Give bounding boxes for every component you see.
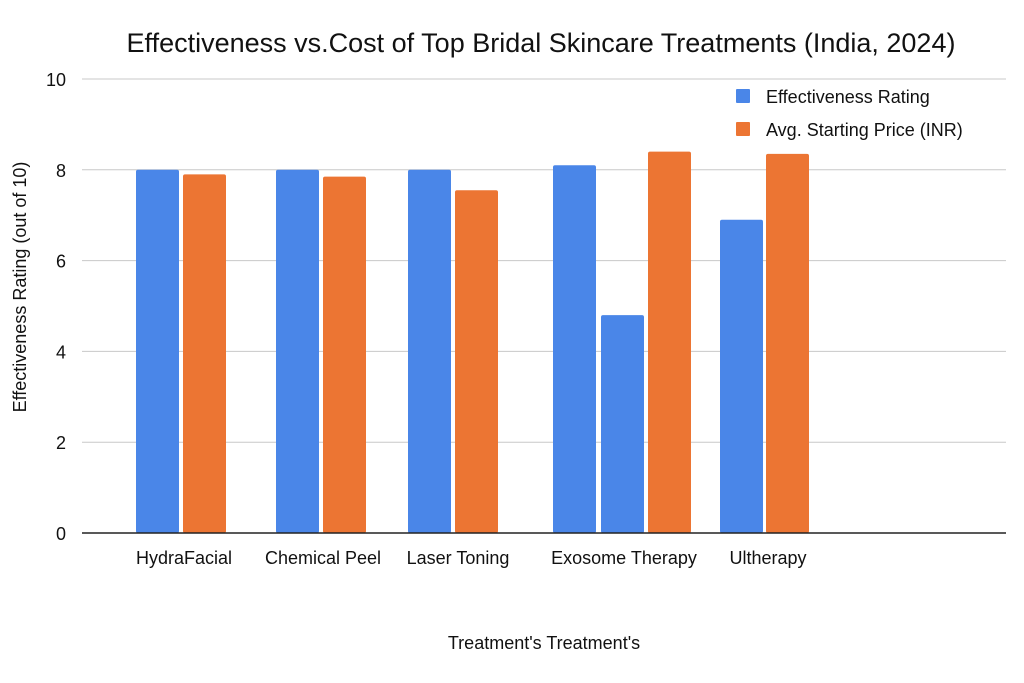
bar-price <box>455 190 498 534</box>
x-category-label: HydraFacial <box>136 548 232 568</box>
y-tick-label: 4 <box>56 342 66 362</box>
y-tick-label: 0 <box>56 524 66 544</box>
chart-title: Effectiveness vs.Cost of Top Bridal Skin… <box>127 28 956 58</box>
legend-label-price: Avg. Starting Price (INR) <box>766 120 963 140</box>
x-category-label: Chemical Peel <box>265 548 381 568</box>
x-category-label: Ultherapy <box>729 548 806 568</box>
x-category-label: Exosome Therapy <box>551 548 697 568</box>
legend-swatch-effectiveness <box>736 89 750 103</box>
y-tick-label: 10 <box>46 70 66 90</box>
y-axis-ticks: 0 2 4 6 8 10 <box>46 70 66 544</box>
y-tick-label: 2 <box>56 433 66 453</box>
bar-effectiveness-extra <box>601 315 644 533</box>
y-tick-label: 6 <box>56 252 66 272</box>
y-axis-title: Effectiveness Rating (out of 10) <box>10 162 30 413</box>
bar-effectiveness <box>720 219 763 534</box>
bar-effectiveness <box>408 169 451 534</box>
y-tick-label: 8 <box>56 161 66 181</box>
bar-effectiveness <box>136 169 179 534</box>
bar-effectiveness <box>553 165 596 533</box>
x-axis-title: Treatment's Treatment's <box>448 633 640 653</box>
legend-swatch-price <box>736 122 750 136</box>
bars <box>136 151 809 534</box>
bar-price <box>183 174 226 533</box>
bar-effectiveness <box>276 169 319 534</box>
x-axis-categories: HydraFacial Chemical Peel Laser Toning Exos… <box>136 548 807 568</box>
bar-price <box>648 151 691 533</box>
legend-label-effectiveness: Effectiveness Rating <box>766 87 930 107</box>
gridlines <box>82 78 1006 443</box>
legend: Effectiveness Rating Avg. Starting Price… <box>736 87 963 140</box>
x-category-label: Laser Toning <box>407 548 510 568</box>
bar-price <box>323 176 366 534</box>
bar-price <box>766 153 809 533</box>
